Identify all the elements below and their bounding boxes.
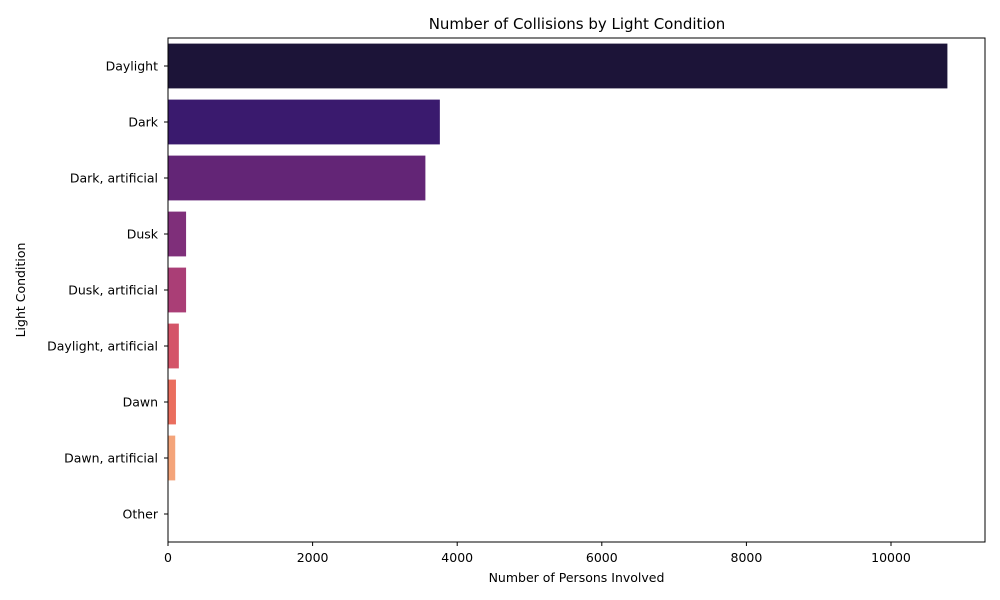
y-tick-label: Dark, artificial <box>70 171 158 186</box>
chart-title: Number of Collisions by Light Condition <box>429 15 726 33</box>
y-tick-label: Other <box>123 507 159 522</box>
bar-7 <box>168 435 176 481</box>
x-axis-label: Number of Persons Involved <box>489 570 665 585</box>
bar-2 <box>168 155 426 201</box>
plot-frame <box>167 37 986 543</box>
bar-3 <box>168 211 187 257</box>
y-tick-label: Dark <box>128 115 158 130</box>
bar-1 <box>168 99 440 145</box>
y-tick-label: Daylight <box>106 59 158 74</box>
y-tick-label: Dusk, artificial <box>68 283 158 298</box>
y-tick-label: Dusk <box>127 227 159 242</box>
bars-group <box>168 43 948 537</box>
x-tick-label: 0 <box>164 550 172 565</box>
bar-4 <box>168 267 187 313</box>
y-tick-label: Daylight, artificial <box>47 339 158 354</box>
y-tick-label: Dawn, artificial <box>64 451 158 466</box>
x-tick-label: 2000 <box>297 550 329 565</box>
y-axis-label: Light Condition <box>13 243 28 338</box>
x-axis-ticks: 0 2000 4000 6000 8000 10000 <box>164 542 911 565</box>
x-tick-label: 4000 <box>441 550 473 565</box>
x-tick-label: 10000 <box>871 550 911 565</box>
bar-6 <box>168 379 176 425</box>
bar-0 <box>168 43 948 89</box>
y-tick-label: Dawn <box>123 395 158 410</box>
x-tick-label: 6000 <box>586 550 618 565</box>
y-axis-ticks: Daylight Dark Dark, artificial Dusk Dusk, ar… <box>47 59 168 522</box>
bar-5 <box>168 323 179 369</box>
x-tick-label: 8000 <box>731 550 763 565</box>
